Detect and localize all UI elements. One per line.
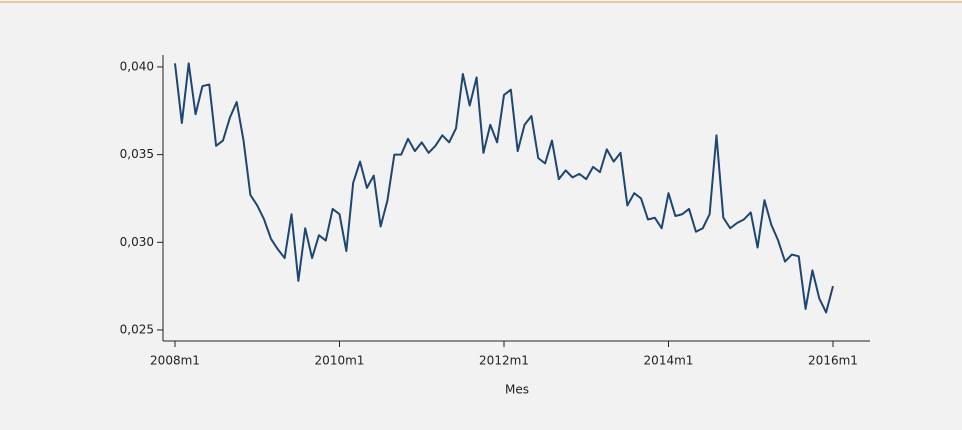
- data-line: [173, 62, 834, 314]
- y-tick-label: 0,030: [120, 235, 154, 249]
- y-tick-label: 0,025: [120, 322, 154, 336]
- y-tick-label: 0,040: [120, 59, 154, 73]
- x-tick-label: 2012m1: [479, 354, 529, 368]
- x-tick-label: 2014m1: [644, 354, 694, 368]
- x-tick-label: 2008m1: [150, 354, 200, 368]
- x-tick-label: 2010m1: [315, 354, 365, 368]
- x-axis-title: Mes: [505, 383, 529, 397]
- x-tick-label: 2016m1: [808, 354, 858, 368]
- y-tick-label: 0,035: [120, 147, 154, 161]
